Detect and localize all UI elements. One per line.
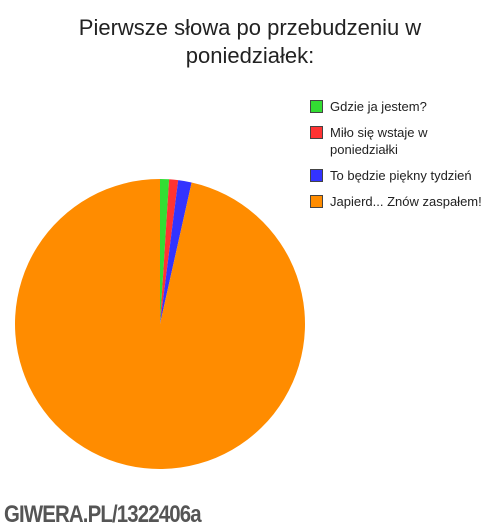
pie-slice [160,179,179,324]
legend-swatch [310,169,323,182]
legend-label: Miło się wstaje w poniedziałki [330,125,428,157]
legend-label: To będzie piękny tydzień [330,168,472,183]
legend-swatch [310,195,323,208]
legend-item: Miło się wstaje w poniedziałki [310,124,460,158]
legend: Gdzie ja jestem? Miło się wstaje w ponied… [310,98,500,219]
legend-swatch [310,126,323,139]
legend-label: Gdzie ja jestem? [330,99,427,114]
pie-slice [160,179,170,324]
legend-item: To będzie piękny tydzień [310,167,500,184]
legend-item: Japierd... Znów zaspałem! [310,193,500,210]
legend-item: Gdzie ja jestem? [310,98,500,115]
pie-slice [14,179,305,469]
legend-swatch [310,100,323,113]
pie-slice [160,180,192,324]
watermark: GIWERA.PL/1322406a [4,501,202,528]
chart-title: Pierwsze słowa po przebudzeniu w poniedz… [78,15,422,68]
legend-label: Japierd... Znów zaspałem! [330,194,482,209]
